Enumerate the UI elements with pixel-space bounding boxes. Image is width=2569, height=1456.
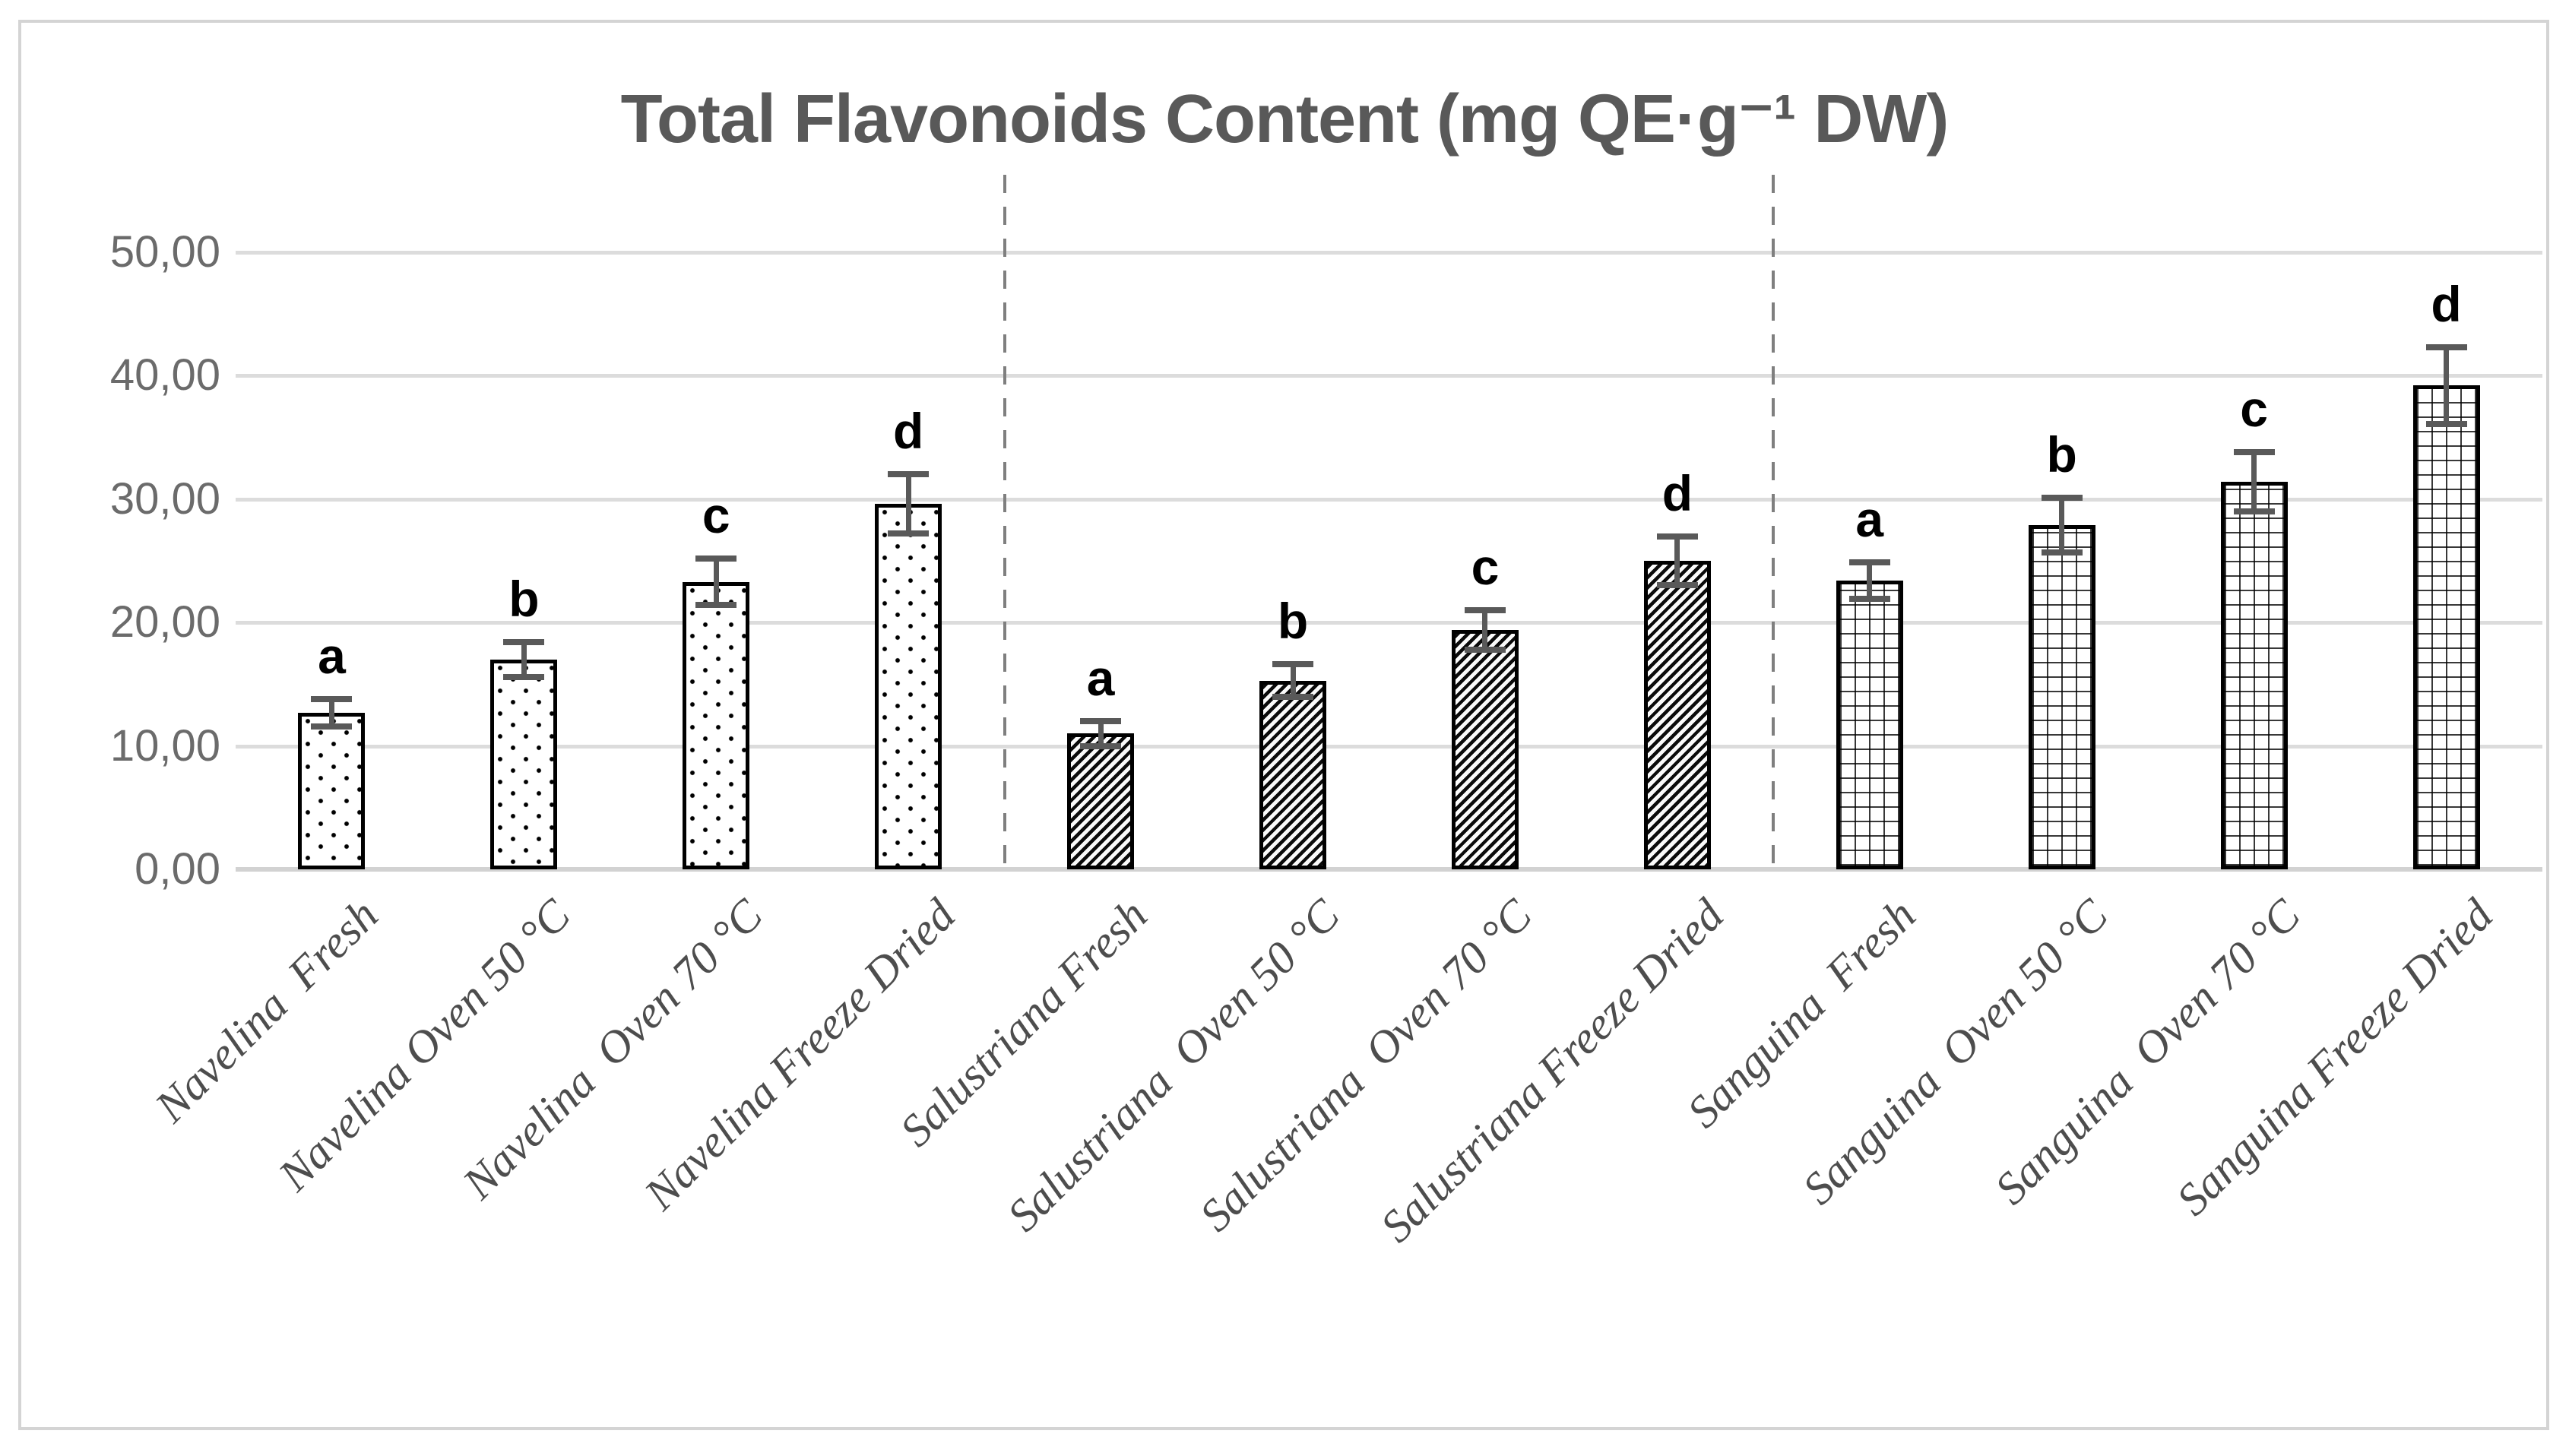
x-axis-line <box>236 867 2542 872</box>
error-bar-bottom-cap <box>1848 596 1890 603</box>
error-bar-stem <box>905 474 911 534</box>
significance-letter: c <box>702 486 730 543</box>
bar <box>2412 385 2480 869</box>
y-tick-label: 20,00 <box>109 597 220 647</box>
significance-letter: c <box>1471 538 1500 595</box>
significance-letter: b <box>508 571 540 628</box>
significance-letter: c <box>2240 381 2268 438</box>
significance-letter: b <box>2046 426 2077 483</box>
error-bar-top-cap <box>2425 344 2467 351</box>
significance-letter: a <box>1086 650 1115 707</box>
error-bar-bottom-cap <box>888 530 930 537</box>
error-bar-top-cap <box>1656 533 1698 540</box>
gridline <box>236 497 2542 502</box>
chart-border-frame <box>18 20 2549 1430</box>
error-bar-top-cap <box>1848 559 1890 565</box>
bar <box>1643 561 1711 869</box>
error-bar-stem <box>713 558 719 606</box>
significance-letter: d <box>2431 276 2462 333</box>
error-bar-stem <box>1098 721 1104 746</box>
y-tick-label: 50,00 <box>109 227 220 277</box>
gridline <box>236 374 2542 378</box>
error-bar-top-cap <box>503 639 545 646</box>
error-bar-bottom-cap <box>503 673 545 680</box>
bar <box>298 712 366 869</box>
y-tick-label: 0,00 <box>135 844 220 894</box>
error-bar-stem <box>1674 536 1680 586</box>
error-bar-stem <box>1867 562 1873 600</box>
gridline <box>236 621 2542 625</box>
error-bar-top-cap <box>888 471 930 478</box>
group-separator-dashed-line <box>1003 175 1006 869</box>
significance-letter: a <box>318 627 346 684</box>
error-bar-bottom-cap <box>2233 508 2275 515</box>
y-tick-label: 10,00 <box>109 720 220 771</box>
error-bar-stem <box>521 642 527 677</box>
significance-letter: d <box>1661 464 1693 521</box>
significance-letter: a <box>1855 490 1884 547</box>
error-bar-top-cap <box>311 695 353 702</box>
bar <box>490 659 558 869</box>
error-bar-top-cap <box>1464 606 1506 613</box>
bar <box>1259 680 1327 869</box>
bar <box>683 581 750 869</box>
error-bar-top-cap <box>2041 495 2083 502</box>
error-bar-top-cap <box>1272 661 1314 668</box>
significance-letter: b <box>1277 593 1309 650</box>
gridline <box>236 251 2542 255</box>
error-bar-top-cap <box>2233 449 2275 456</box>
error-bar-top-cap <box>1080 718 1122 725</box>
error-bar-stem <box>1482 609 1488 650</box>
error-bar-bottom-cap <box>311 723 353 730</box>
error-bar-stem <box>1290 664 1296 697</box>
bar <box>875 504 942 869</box>
error-bar-stem <box>2059 498 2065 552</box>
bar <box>1836 580 1903 869</box>
error-bar-bottom-cap <box>1080 742 1122 749</box>
bar <box>2220 482 2288 869</box>
gridline <box>236 744 2542 749</box>
error-bar-stem <box>328 698 334 726</box>
error-bar-bottom-cap <box>1464 646 1506 653</box>
chart-title: Total Flavonoids Content (mg QE·g⁻¹ DW) <box>620 81 1950 157</box>
y-tick-label: 40,00 <box>109 350 220 400</box>
group-separator-dashed-line <box>1772 175 1775 869</box>
error-bar-bottom-cap <box>2425 420 2467 427</box>
error-bar-bottom-cap <box>695 602 737 609</box>
significance-letter: d <box>893 403 924 460</box>
bar <box>2028 524 2095 869</box>
bar <box>1067 733 1135 869</box>
error-bar-top-cap <box>695 555 737 562</box>
error-bar-stem <box>2251 452 2257 512</box>
error-bar-stem <box>2444 347 2450 424</box>
error-bar-bottom-cap <box>2041 549 2083 555</box>
error-bar-bottom-cap <box>1656 582 1698 589</box>
y-tick-label: 30,00 <box>109 473 220 524</box>
bar <box>1451 629 1519 869</box>
error-bar-bottom-cap <box>1272 693 1314 700</box>
